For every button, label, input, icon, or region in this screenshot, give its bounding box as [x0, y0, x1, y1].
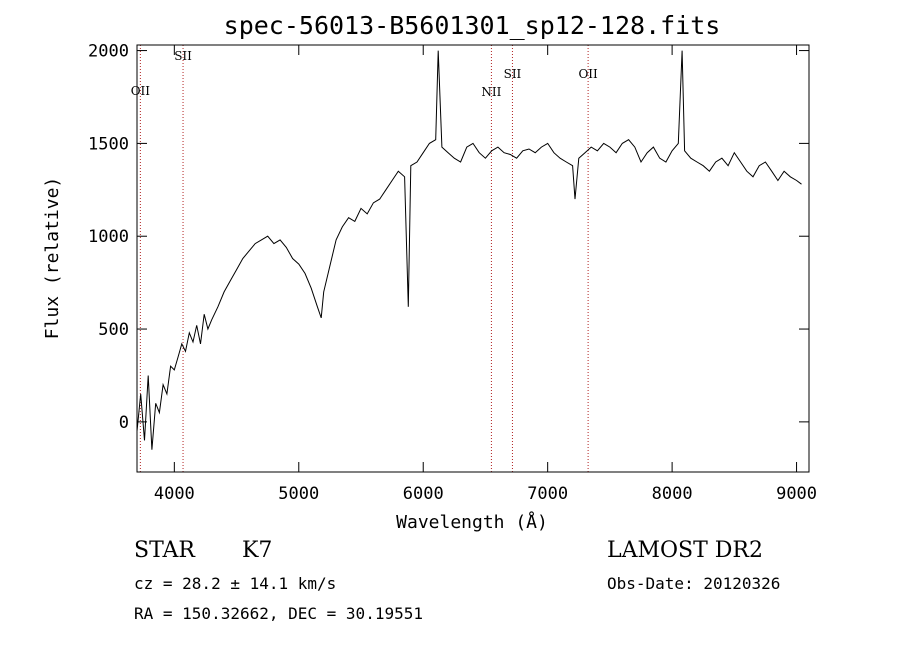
- x-tick-label: 4000: [154, 484, 195, 504]
- x-tick-label: 9000: [776, 484, 817, 504]
- object-type: STAR: [134, 538, 195, 563]
- spectral-line-label: SII: [174, 49, 192, 63]
- chart-title: spec-56013-B5601301_sp12-128.fits: [224, 11, 721, 40]
- object-subclass: K7: [242, 538, 273, 563]
- survey-name: LAMOST DR2: [607, 538, 763, 563]
- spectral-line-label: OII: [578, 67, 598, 81]
- y-tick-label: 1500: [88, 134, 129, 154]
- axis-ticks: 4000 5000 6000 7000 8000 9000 0 500 1000 1500 2000: [88, 42, 817, 504]
- y-tick-label: 1000: [88, 227, 129, 247]
- observation-date: Obs-Date: 20120326: [607, 574, 781, 593]
- spectrum-series-line: [136, 50, 802, 450]
- plot-frame: [136, 44, 810, 473]
- y-axis-label: Flux (relative): [42, 177, 63, 340]
- x-tick-label: 7000: [527, 484, 568, 504]
- x-axis-label: Wavelength (Å): [396, 511, 548, 533]
- spectral-line-label: SII: [504, 67, 522, 81]
- y-tick-label: 2000: [88, 42, 129, 62]
- x-tick-label: 6000: [403, 484, 444, 504]
- coordinates-readout: RA = 150.32662, DEC = 30.19551: [134, 604, 423, 623]
- redshift-readout: cz = 28.2 ± 14.1 km/s: [134, 574, 337, 593]
- x-tick-label: 5000: [278, 484, 319, 504]
- spectral-line-label: OII: [131, 84, 151, 98]
- spectral-line-label: NII: [481, 85, 501, 99]
- x-tick-label: 8000: [652, 484, 693, 504]
- y-tick-label: 0: [119, 413, 129, 433]
- y-tick-label: 500: [98, 320, 129, 340]
- spectrum-chart: spec-56013-B5601301_sp12-128.fits OII SII…: [42, 11, 817, 533]
